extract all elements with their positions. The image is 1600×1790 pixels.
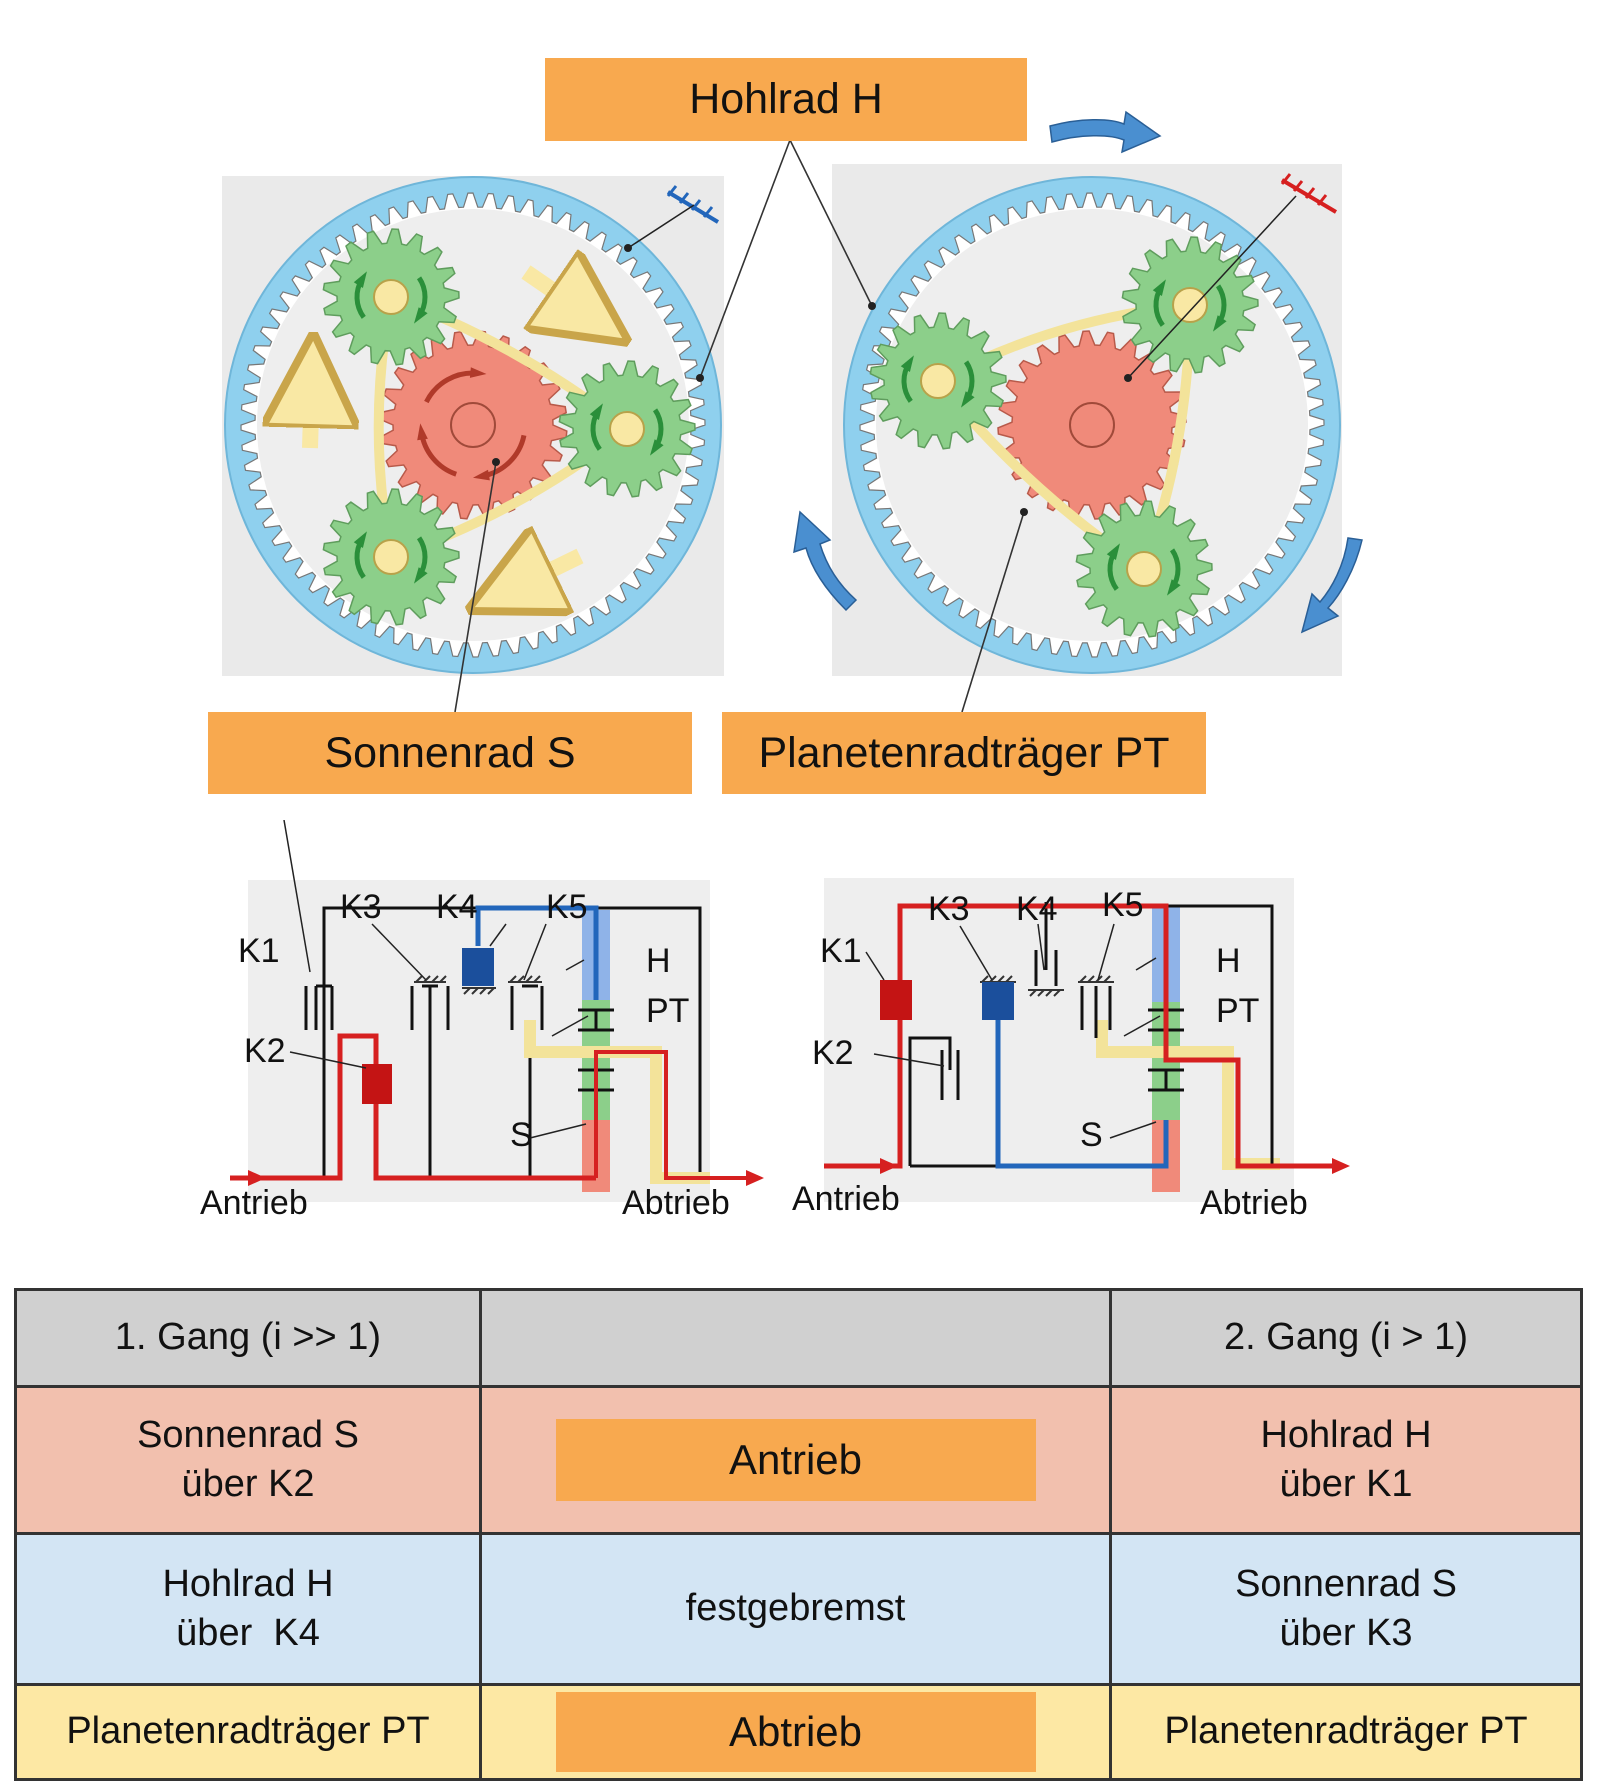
cell-gear2-abtrieb: Planetenradträger PT (1109, 1683, 1583, 1781)
cell-antrieb: Antrieb (479, 1385, 1112, 1535)
table-header-row: 1. Gang (i >> 1) 2. Gang (i > 1) (14, 1288, 1583, 1388)
schematic-right: K1 K2 K3 K4 K5 H PT S Antrieb Abtrieb (792, 878, 1350, 1222)
right-s: S (1080, 1116, 1103, 1154)
left-k3: K3 (340, 888, 382, 926)
header-empty (479, 1288, 1112, 1388)
right-abtrieb: Abtrieb (1200, 1184, 1308, 1222)
right-h: H (1216, 942, 1241, 980)
left-k4: K4 (436, 888, 478, 926)
ground-symbol-red (1280, 173, 1338, 214)
header-gear2: 2. Gang (i > 1) (1109, 1288, 1583, 1388)
antrieb-box: Antrieb (555, 1419, 1036, 1501)
ground-symbol-blue (666, 185, 720, 224)
right-k5: K5 (1102, 886, 1144, 924)
left-k1: K1 (238, 932, 280, 970)
left-k5: K5 (546, 888, 588, 926)
abtrieb-box: Abtrieb (555, 1692, 1036, 1772)
left-antrieb: Antrieb (200, 1184, 308, 1222)
left-h: H (646, 942, 671, 980)
header-gear1: 1. Gang (i >> 1) (14, 1288, 482, 1388)
table-row-abtrieb: Planetenradträger PT Abtrieb Planetenrad… (14, 1683, 1583, 1781)
left-gearset (224, 176, 722, 674)
right-k1: K1 (820, 932, 862, 970)
left-s: S (510, 1116, 533, 1154)
gear-table: 1. Gang (i >> 1) 2. Gang (i > 1) Sonnenr… (14, 1288, 1583, 1781)
label-planetenradtraeger: Planetenradträger PT (722, 712, 1206, 794)
left-k2: K2 (244, 1032, 286, 1070)
right-gearset (843, 176, 1341, 674)
cell-abtrieb: Abtrieb (479, 1683, 1112, 1781)
cell-festgebremst: festgebremst (479, 1532, 1112, 1686)
right-pt: PT (1216, 992, 1259, 1030)
right-k3: K3 (928, 890, 970, 928)
right-antrieb: Antrieb (792, 1180, 900, 1218)
ring-rotation-arrows (793, 110, 1363, 634)
right-k4: K4 (1016, 890, 1058, 928)
leader-lines (454, 139, 1025, 713)
planetary-gears-illustration (222, 110, 1363, 713)
left-abtrieb: Abtrieb (622, 1184, 730, 1222)
label-sonnenrad: Sonnenrad S (208, 712, 692, 794)
left-pt: PT (646, 992, 689, 1030)
cell-gear1-abtrieb: Planetenradträger PT (14, 1683, 482, 1781)
label-hohlrad: Hohlrad H (545, 58, 1027, 141)
right-k2: K2 (812, 1034, 854, 1072)
schematic-left: K1 K2 K3 K4 K5 H PT S Antrieb Abtrieb (200, 820, 764, 1222)
